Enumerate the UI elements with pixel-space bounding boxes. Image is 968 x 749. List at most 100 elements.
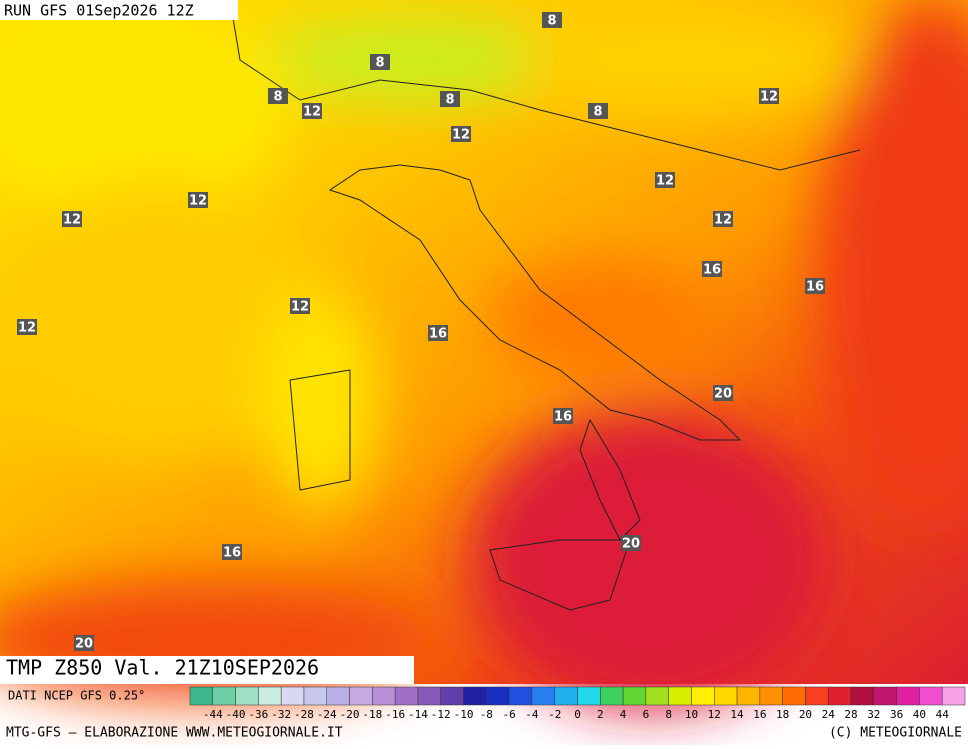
contour-label-box xyxy=(451,126,471,142)
colorbar-label: -44 xyxy=(203,708,223,721)
colorbar-swatch xyxy=(235,686,259,706)
colorbar-label: 4 xyxy=(620,708,627,721)
contour-label: 16 xyxy=(223,546,241,561)
contour-label-box xyxy=(370,54,390,70)
run-label: RUN GFS 01Sep2026 12Z xyxy=(4,2,194,20)
colorbar-label: -14 xyxy=(408,708,428,721)
contour-label-box xyxy=(222,544,242,560)
colorbar-label: 40 xyxy=(913,708,926,721)
colorbar-swatch xyxy=(919,686,943,706)
colorbar-swatch xyxy=(326,686,350,706)
contour-label: 8 xyxy=(445,93,454,108)
contour-label: 12 xyxy=(63,213,81,228)
contour-label: 16 xyxy=(554,410,572,425)
colorbar-label: -40 xyxy=(226,708,246,721)
colorbar-label: 8 xyxy=(665,708,672,721)
colorbar-label: -18 xyxy=(362,708,382,721)
colorbar-swatch xyxy=(212,686,236,706)
colorbar-swatch xyxy=(850,686,875,706)
contour-label: 12 xyxy=(303,105,321,120)
field-label: TMP Z850 Val. 21Z10SEP2026 xyxy=(6,656,319,680)
colorbar-label: 36 xyxy=(890,708,903,721)
colorbar-label: -24 xyxy=(317,708,337,721)
colorbar-swatch xyxy=(189,686,214,706)
contour-label: 12 xyxy=(452,128,470,143)
contour-label-box xyxy=(188,192,208,208)
colorbar-swatch xyxy=(577,686,601,706)
coastline xyxy=(229,0,861,611)
colorbar-label: -20 xyxy=(340,708,360,721)
colorbar-label: 20 xyxy=(799,708,812,721)
contour-label: 16 xyxy=(703,263,721,278)
contour-label-box xyxy=(713,211,733,227)
colorbar-swatch xyxy=(372,686,396,706)
colorbar-label: 16 xyxy=(753,708,766,721)
colorbar-swatch xyxy=(600,686,624,706)
contour-label-box xyxy=(805,278,825,294)
colorbar-swatch xyxy=(440,686,464,706)
colorbar-swatch xyxy=(417,686,441,706)
colorbar-swatch xyxy=(508,686,533,706)
colorbar-swatch xyxy=(486,686,510,706)
colorbar-label: 18 xyxy=(776,708,789,721)
contour-label-box xyxy=(655,172,675,188)
colorbar-swatch xyxy=(463,686,487,706)
colorbar-label: 12 xyxy=(708,708,721,721)
contour-label-box xyxy=(553,408,573,424)
contour-label-box xyxy=(588,103,608,119)
colorbar-label: -16 xyxy=(385,708,405,721)
colorbar: -44 -40 -36 -32 -28 -24 -20 -18 -16 -14 -12 -10 -8 -6… xyxy=(189,686,966,721)
colorbar-label: -10 xyxy=(454,708,474,721)
contour-label: 12 xyxy=(291,300,309,315)
contour-label-box xyxy=(268,88,288,104)
contour-label: 12 xyxy=(714,213,732,228)
contour-label-box xyxy=(621,535,641,551)
contour-label-box xyxy=(759,88,779,104)
contour-label: 8 xyxy=(375,56,384,71)
colorbar-swatch xyxy=(827,686,852,706)
colorbar-label: -2 xyxy=(548,708,561,721)
colorbar-swatch xyxy=(782,686,806,706)
contour-label: 20 xyxy=(622,537,640,552)
contour-label: 8 xyxy=(547,14,556,29)
contour-label: 16 xyxy=(429,327,447,342)
colorbar-label: -4 xyxy=(525,708,539,721)
colorbar-swatch xyxy=(736,686,761,706)
colorbar-swatch xyxy=(258,686,282,706)
run-box xyxy=(0,0,238,20)
contour-label: 8 xyxy=(273,90,282,105)
colorbar-label: 24 xyxy=(822,708,836,721)
colorbar-swatch xyxy=(896,686,920,706)
colorbar-swatch xyxy=(759,686,783,706)
contour-label-box xyxy=(440,91,460,107)
colorbar-label: -6 xyxy=(502,708,515,721)
colorbar-swatch xyxy=(531,686,555,706)
contour-label: 12 xyxy=(18,321,36,336)
contour-label: 12 xyxy=(189,194,207,209)
colorbar-swatch xyxy=(394,686,419,706)
colorbar-swatch xyxy=(941,686,966,706)
colorbar-label: -12 xyxy=(431,708,451,721)
contour-label-box xyxy=(428,325,448,341)
colorbar-label: -32 xyxy=(271,708,291,721)
contour-label-box xyxy=(74,635,94,651)
contour-label: 8 xyxy=(593,105,602,120)
colorbar-label: -8 xyxy=(480,708,493,721)
colorbar-label: 6 xyxy=(643,708,650,721)
colorbar-swatch xyxy=(645,686,669,706)
colorbar-label: -36 xyxy=(248,708,268,721)
colorbar-label: 44 xyxy=(936,708,950,721)
colorbar-label: 10 xyxy=(685,708,698,721)
colorbar-label: 28 xyxy=(844,708,857,721)
contour-label: 12 xyxy=(760,90,778,105)
contour-label: 20 xyxy=(75,637,93,652)
contour-label-box xyxy=(713,385,733,401)
colorbar-swatch xyxy=(873,686,897,706)
colorbar-label: 14 xyxy=(730,708,744,721)
colorbar-swatch xyxy=(303,686,328,706)
colorbar-swatch xyxy=(349,686,373,706)
colorbar-swatch xyxy=(691,686,715,706)
contour-label-box xyxy=(702,261,722,277)
contour-label-box xyxy=(17,319,37,335)
